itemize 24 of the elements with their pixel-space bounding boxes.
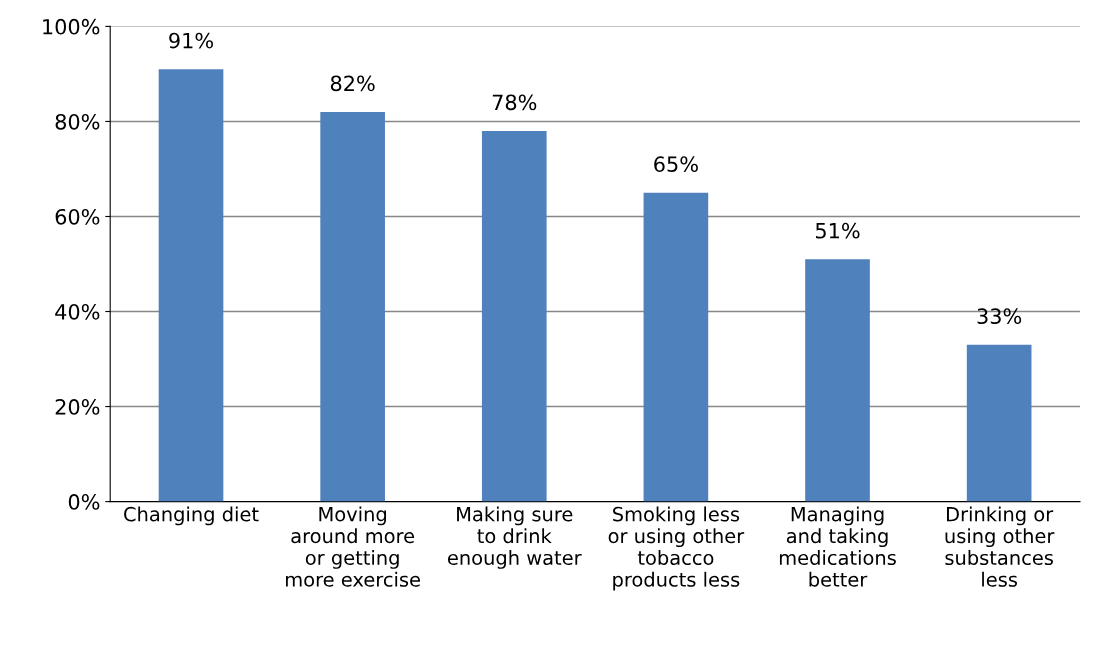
- x-tick-label: Drinking or using other substances less: [945, 506, 1055, 587]
- data-label: 65%: [654, 156, 698, 173]
- x-tick-label: Making sure to drink enough water: [447, 506, 582, 569]
- bar: [966, 344, 1032, 502]
- x-tick-label: Moving around more or getting more exercise: [286, 506, 420, 587]
- data-label: 82%: [330, 75, 375, 92]
- bar: [320, 111, 385, 502]
- y-tick-label: 40%: [55, 303, 100, 320]
- y-tick-label: 80%: [55, 113, 100, 130]
- x-tick-label: Changing diet: [124, 506, 259, 526]
- y-tick-label: 60%: [55, 208, 100, 225]
- data-label: 91%: [169, 32, 214, 49]
- x-tick-label: Smoking less or using other tobacco products less: [608, 506, 745, 591]
- bar: [805, 259, 870, 502]
- data-label: 33%: [977, 308, 1022, 325]
- y-tick-label: 0%: [68, 494, 100, 510]
- bar: [643, 192, 709, 502]
- data-label: 51%: [815, 222, 860, 239]
- bar: [481, 130, 547, 502]
- y-tick-label: 20%: [55, 399, 100, 415]
- data-label: 78%: [492, 94, 537, 111]
- y-tick-label: 100%: [43, 18, 100, 35]
- x-tick-label: Managing and taking medications better: [779, 506, 896, 587]
- bar: [158, 69, 224, 502]
